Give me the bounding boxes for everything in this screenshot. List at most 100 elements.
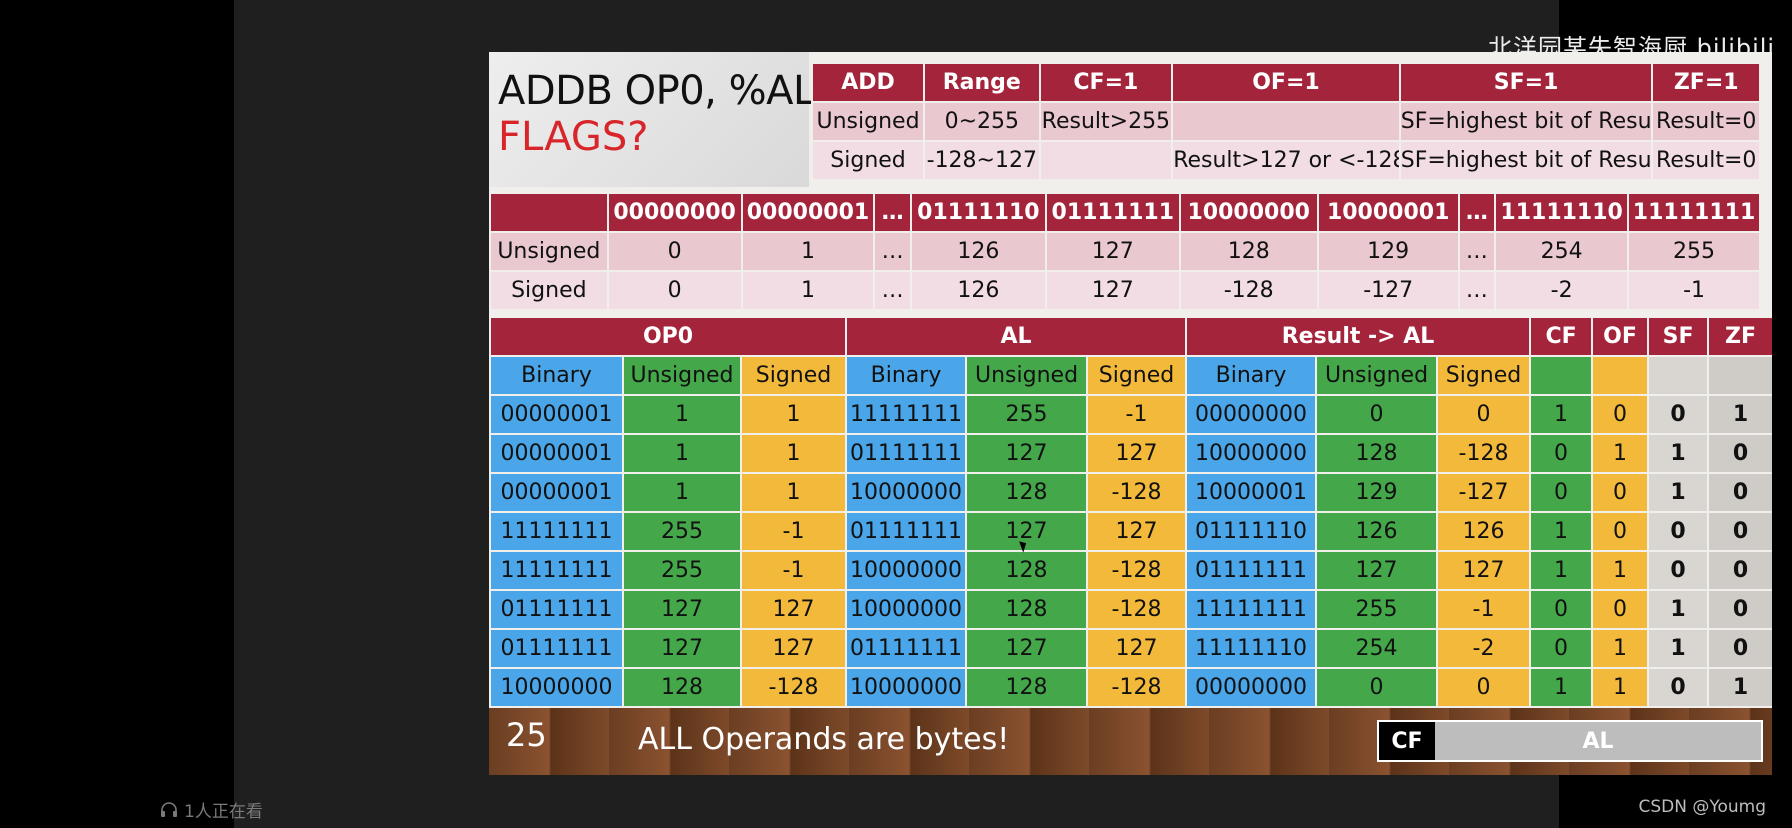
- table-cell: 11111111: [489, 511, 624, 552]
- table-cell: 00000000: [1185, 667, 1318, 708]
- table-cell: 127: [1086, 511, 1188, 552]
- slide-footer: 25 ALL Operands are bytes! CF AL: [489, 708, 1772, 775]
- table-cell: 0: [1647, 511, 1710, 552]
- flags-cell: -128~127: [923, 140, 1041, 181]
- table-cell: 0: [1529, 472, 1594, 513]
- range-cell: …: [1457, 231, 1497, 272]
- table-cell: 128: [1315, 433, 1439, 474]
- table-cell: 1: [1647, 472, 1710, 513]
- subheader-zf-blank: [1707, 355, 1772, 396]
- table-cell: -1: [739, 550, 848, 591]
- legend-cf: CF: [1379, 722, 1435, 760]
- add-rows: 00000001 1 1 11111111 255 -1 00000000 0 0 1 0 0 1 000…: [489, 394, 1772, 708]
- lecture-slide: ADDB OP0, %AL FLAGS? ADD Range CF=1 OF=1…: [489, 52, 1772, 775]
- subheader-sf-blank: [1647, 355, 1710, 396]
- range-cell: 128: [1178, 231, 1319, 272]
- subheader: Unsigned: [965, 355, 1089, 396]
- slide-title: ADDB OP0, %AL: [498, 68, 815, 114]
- table-row: 01111111 127 127 01111111 127 127 11111110 254-…: [489, 628, 1772, 669]
- range-cell: -1: [1627, 270, 1761, 311]
- table-cell: 10000000: [845, 550, 968, 591]
- flags-header: Range: [923, 62, 1041, 103]
- table-cell: 0: [1529, 433, 1594, 474]
- table-cell: 127: [1086, 433, 1188, 474]
- footer-note: ALL Operands are bytes!: [638, 722, 1010, 757]
- flags-table: ADD Range CF=1 OF=1 SF=1 ZF=1 Unsigned 0…: [810, 62, 1761, 181]
- flags-row-unsigned: Unsigned 0~255 Result>255 SF=highest bit…: [810, 101, 1761, 142]
- subheader: Signed: [739, 355, 848, 396]
- subheader: Binary: [845, 355, 968, 396]
- table-cell: 255: [1315, 589, 1439, 630]
- table-cell: 128: [622, 667, 742, 708]
- table-cell: 1: [1529, 511, 1594, 552]
- table-cell: 00000001: [489, 433, 624, 474]
- range-header-row: 00000000 00000001 … 01111110 01111111 10…: [489, 192, 1761, 233]
- range-header: 10000001: [1316, 192, 1460, 233]
- table-cell: 127: [739, 628, 848, 669]
- table-cell: 126: [1315, 511, 1439, 552]
- subheader-of-blank: [1591, 355, 1650, 396]
- slide-subtitle: FLAGS?: [498, 114, 649, 160]
- table-cell: 0: [1529, 628, 1594, 669]
- table-cell: 127: [1086, 628, 1188, 669]
- subheader: Binary: [1185, 355, 1318, 396]
- table-cell: 1: [622, 394, 742, 435]
- table-cell: 128: [965, 667, 1089, 708]
- table-cell: 01111111: [489, 628, 624, 669]
- table-cell: 10000000: [1185, 433, 1318, 474]
- table-cell: 11111111: [845, 394, 968, 435]
- table-cell: 1: [1647, 589, 1710, 630]
- table-cell: 0: [1647, 550, 1710, 591]
- table-cell: 1: [622, 433, 742, 474]
- table-cell: 01111111: [845, 433, 968, 474]
- range-header: 01111111: [1044, 192, 1181, 233]
- flags-cell: 0~255: [923, 101, 1041, 142]
- table-row: 10000000 128 -128 10000000 128 -128 00000000 0 0…: [489, 667, 1772, 708]
- table-row: 01111111 127 127 10000000 128 -128 11111111 255…: [489, 589, 1772, 630]
- subheader: Signed: [1436, 355, 1532, 396]
- table-cell: 01111110: [1185, 511, 1318, 552]
- group-header-cf: CF: [1529, 316, 1594, 357]
- flags-cell: Unsigned: [810, 101, 926, 142]
- range-cell: 127: [1044, 270, 1181, 311]
- range-cell: -127: [1316, 270, 1460, 311]
- flags-cell: [1171, 101, 1401, 142]
- table-cell: 0: [1707, 628, 1772, 669]
- table-cell: 01111111: [845, 628, 968, 669]
- table-cell: 11111111: [1185, 589, 1318, 630]
- table-cell: -1: [739, 511, 848, 552]
- range-cell: Unsigned: [489, 231, 609, 272]
- range-cell: 0: [606, 231, 743, 272]
- table-cell: 11111111: [489, 550, 624, 591]
- table-cell: 1: [622, 472, 742, 513]
- table-cell: 0: [1529, 589, 1594, 630]
- table-cell: 1: [1591, 550, 1650, 591]
- table-cell: 1: [739, 472, 848, 513]
- flags-header: SF=1: [1398, 62, 1654, 103]
- subheader: Unsigned: [1315, 355, 1439, 396]
- table-cell: -128: [1436, 433, 1532, 474]
- headphones-icon: [161, 801, 177, 817]
- table-row: 00000001 1 1 10000000 128 -128 10000001 129 -127…: [489, 472, 1772, 513]
- table-cell: 0: [1647, 394, 1710, 435]
- video-player[interactable]: 北洋园某失智海厨 bilibili ADDB OP0, %AL FLAGS? A…: [234, 0, 1774, 828]
- range-cell: 254: [1494, 231, 1630, 272]
- subheader: Signed: [1086, 355, 1188, 396]
- range-cell: 126: [909, 270, 1047, 311]
- range-row-signed: Signed 0 1 … 126 127 -128 -127 … -2 -1: [489, 270, 1761, 311]
- table-cell: 127: [1315, 550, 1439, 591]
- credit-text: CSDN @Youmg: [1638, 797, 1766, 817]
- table-cell: 0: [1591, 511, 1650, 552]
- table-cell: 0: [1707, 589, 1772, 630]
- range-cell: …: [873, 270, 912, 311]
- table-cell: 00000001: [489, 394, 624, 435]
- range-cell: 129: [1316, 231, 1460, 272]
- flags-cell: Result=0: [1651, 101, 1761, 142]
- table-cell: 127: [965, 511, 1089, 552]
- table-cell: 10000000: [845, 589, 968, 630]
- add-examples-table: OP0 AL Result -> AL CF OF SF ZF Binary U…: [489, 316, 1772, 708]
- range-header: 00000001: [740, 192, 876, 233]
- table-cell: 01111111: [489, 589, 624, 630]
- table-cell: 0: [1707, 550, 1772, 591]
- table-cell: 00000000: [1185, 394, 1318, 435]
